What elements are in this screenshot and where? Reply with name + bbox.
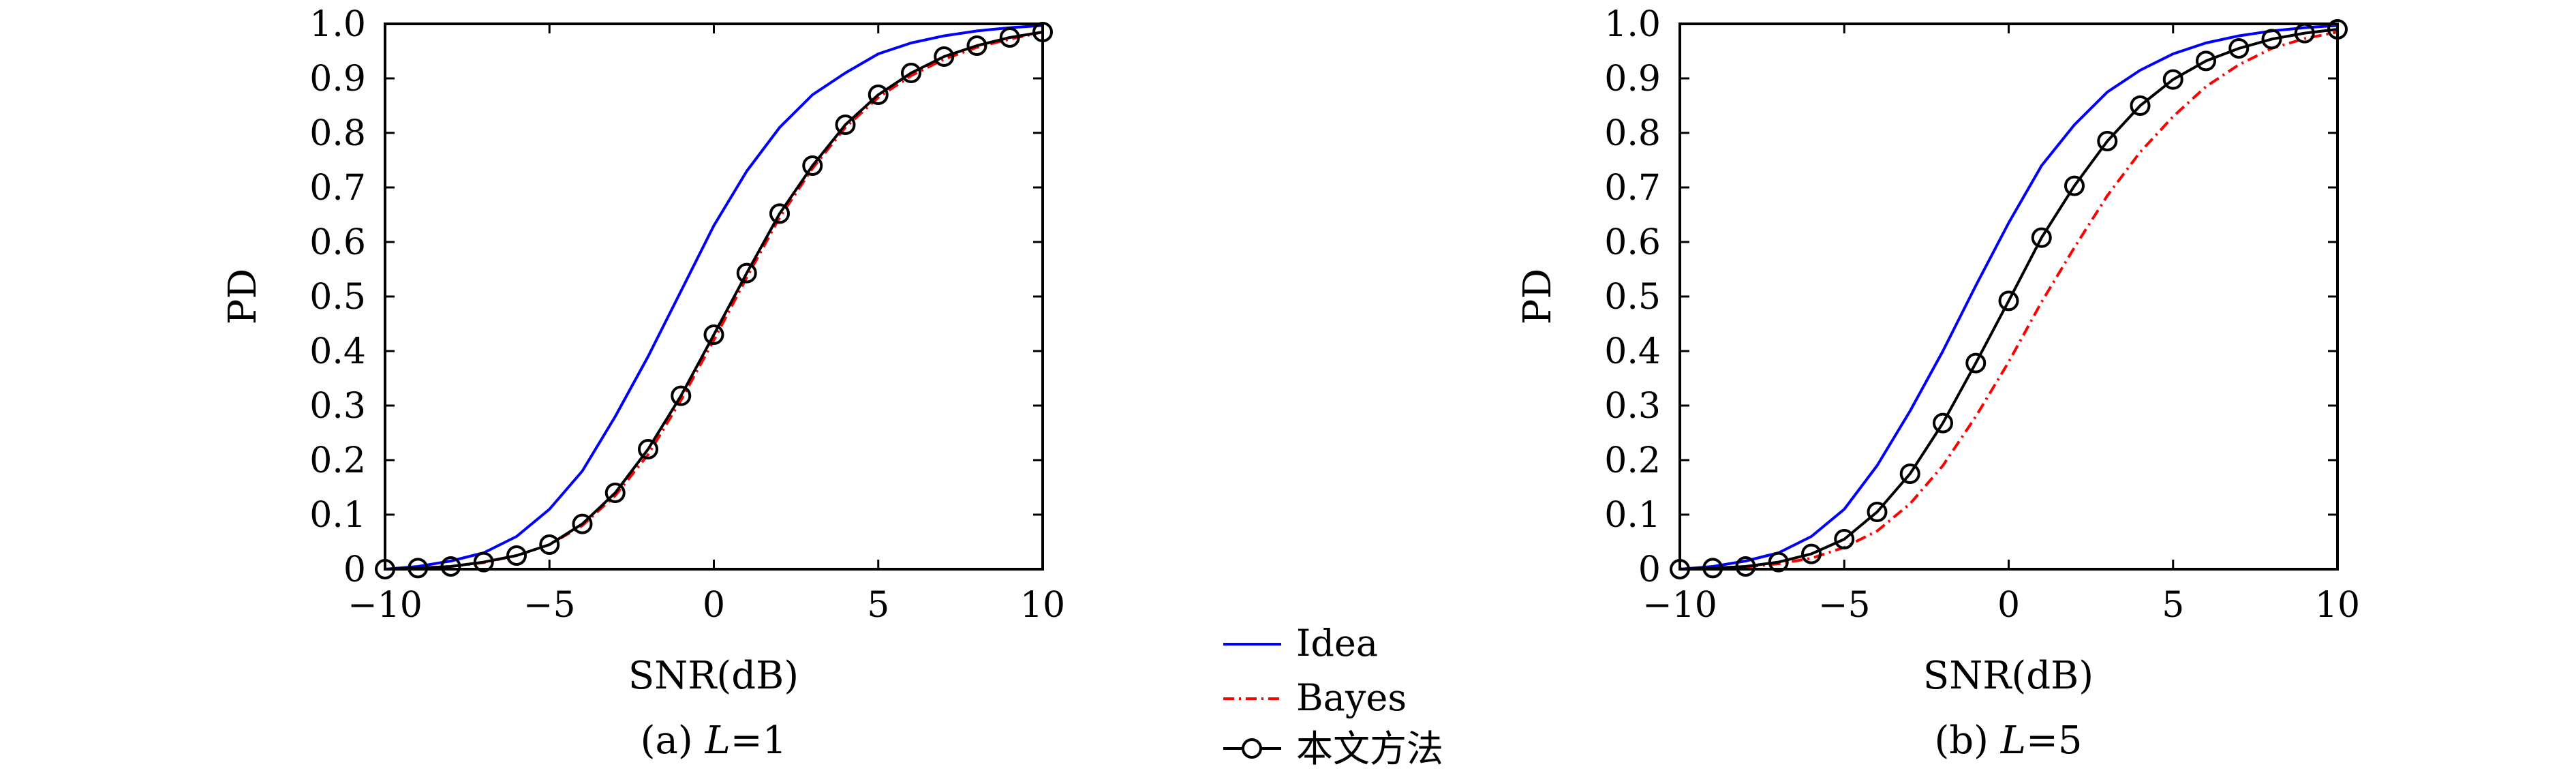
- caption-b: (b) L=5: [1934, 718, 2082, 763]
- y-tick-label-a: 0.3: [309, 386, 366, 427]
- data-point-proposed-b: [2261, 29, 2282, 50]
- data-point-proposed-a: [440, 556, 461, 577]
- x-tick-label-b: 5: [2162, 585, 2184, 626]
- data-point-proposed-a: [671, 385, 692, 406]
- y-tick-label-b: 0.6: [1604, 222, 1661, 263]
- plot-frame-b: [1678, 22, 2339, 571]
- y-tick-label-b: 0.3: [1604, 386, 1661, 427]
- data-point-proposed-a: [506, 545, 527, 566]
- data-point-proposed-b: [2031, 227, 2052, 248]
- data-point-proposed-a: [572, 513, 593, 534]
- legend-item-idea: Idea: [1223, 622, 1378, 665]
- data-point-proposed-b: [1867, 502, 1888, 522]
- data-point-proposed-a: [934, 46, 955, 67]
- series-line-proposed-a: [384, 31, 1043, 571]
- data-point-proposed-b: [1834, 529, 1855, 549]
- data-point-proposed-b: [2064, 175, 2085, 196]
- x-tick-label-a: 0: [703, 585, 725, 626]
- x-tick-label-a: −5: [523, 585, 576, 626]
- chart-panel-a: −10 −5 0 5 10 0 0.1 0.2 0.3 0.4 0.5 0.6 0.7 0.8 0.9 1.0…: [221, 4, 1065, 763]
- data-point-proposed-a: [835, 115, 856, 135]
- x-axis-label-b: SNR(dB): [1923, 654, 2094, 698]
- legend-marker-proposed: [1242, 738, 1262, 759]
- y-tick-label-a: 1.0: [309, 4, 366, 45]
- data-point-proposed-a: [868, 85, 889, 105]
- x-tick-label-b: −5: [1818, 585, 1871, 626]
- data-point-proposed-a: [604, 483, 626, 503]
- data-point-proposed-b: [2228, 38, 2250, 59]
- y-tick-label-b: 0.4: [1604, 331, 1661, 372]
- y-tick-label-b: 0: [1638, 549, 1661, 590]
- data-point-proposed-b: [1965, 352, 1987, 374]
- data-point-proposed-a: [769, 203, 790, 224]
- data-point-proposed-a: [802, 155, 823, 176]
- y-tick-label-b: 1.0: [1604, 4, 1661, 45]
- data-point-proposed-b: [1735, 556, 1756, 577]
- data-point-proposed-a: [966, 35, 987, 56]
- y-tick-label-b: 0.5: [1604, 277, 1661, 318]
- series-line-bayes-a: [384, 31, 1043, 571]
- data-point-proposed-b: [1801, 543, 1822, 564]
- data-point-proposed-b: [1933, 412, 1953, 434]
- data-point-proposed-b: [2196, 50, 2216, 72]
- plot-frame-a: [384, 22, 1044, 571]
- data-point-proposed-b: [1998, 290, 2019, 312]
- y-tick-label-a: 0.2: [309, 440, 366, 481]
- data-point-proposed-a: [999, 27, 1020, 48]
- x-tick-label-a: 10: [1020, 585, 1065, 626]
- data-point-proposed-a: [703, 324, 724, 345]
- x-axis-label-a: SNR(dB): [628, 654, 799, 698]
- y-tick-label-b: 0.1: [1604, 495, 1661, 536]
- y-tick-label-b: 0.7: [1604, 168, 1661, 209]
- x-tick-label-b: −10: [1642, 585, 1717, 626]
- chart-panel-b: −10 −5 0 5 10 0 0.1 0.2 0.3 0.4 0.5 0.6 0.7 0.8 0.9 1.0…: [1516, 4, 2360, 763]
- x-tick-label-a: 5: [867, 585, 889, 626]
- data-point-proposed-b: [2162, 69, 2183, 90]
- legend-label-proposed: 本文方法: [1296, 727, 1443, 770]
- series-line-idea-b: [1679, 24, 2338, 571]
- legend-item-proposed: 本文方法: [1223, 727, 1443, 770]
- x-tick-label-b: 10: [2315, 585, 2360, 626]
- data-point-proposed-a: [473, 551, 494, 573]
- data-point-proposed-a: [736, 262, 757, 284]
- y-tick-label-a: 0.9: [309, 59, 366, 100]
- y-tick-label-b: 0.2: [1604, 440, 1661, 481]
- data-point-proposed-b: [1899, 464, 1920, 484]
- y-tick-label-a: 0: [343, 549, 366, 590]
- data-point-proposed-b: [2097, 131, 2118, 151]
- y-tick-label-b: 0.9: [1604, 59, 1661, 100]
- series-line-proposed-b: [1679, 28, 2338, 571]
- series-line-idea-a: [384, 24, 1043, 571]
- x-tick-label-b: 0: [1997, 585, 2020, 626]
- y-tick-label-a: 0.4: [309, 331, 366, 372]
- y-axis-label-a: PD: [221, 269, 265, 325]
- legend-item-bayes: Bayes: [1223, 676, 1407, 719]
- data-point-proposed-a: [638, 439, 658, 459]
- y-axis-label-b: PD: [1516, 269, 1560, 325]
- legend: Idea Bayes 本文方法: [1223, 622, 1443, 770]
- y-tick-label-b: 0.8: [1604, 113, 1661, 154]
- legend-label-idea: Idea: [1296, 622, 1378, 665]
- legend-label-bayes: Bayes: [1296, 676, 1407, 719]
- x-tick-label-a: −10: [348, 585, 423, 626]
- y-tick-label-a: 0.6: [309, 222, 366, 263]
- data-point-proposed-b: [1768, 551, 1789, 573]
- y-tick-label-a: 0.7: [309, 168, 366, 209]
- data-point-proposed-b: [2130, 95, 2151, 116]
- y-tick-label-a: 0.5: [309, 277, 366, 318]
- data-point-proposed-a: [901, 63, 921, 83]
- y-tick-label-a: 0.8: [309, 113, 366, 154]
- data-point-proposed-a: [539, 534, 560, 555]
- y-tick-label-a: 0.1: [309, 495, 366, 536]
- caption-a: (a) L=1: [641, 718, 787, 763]
